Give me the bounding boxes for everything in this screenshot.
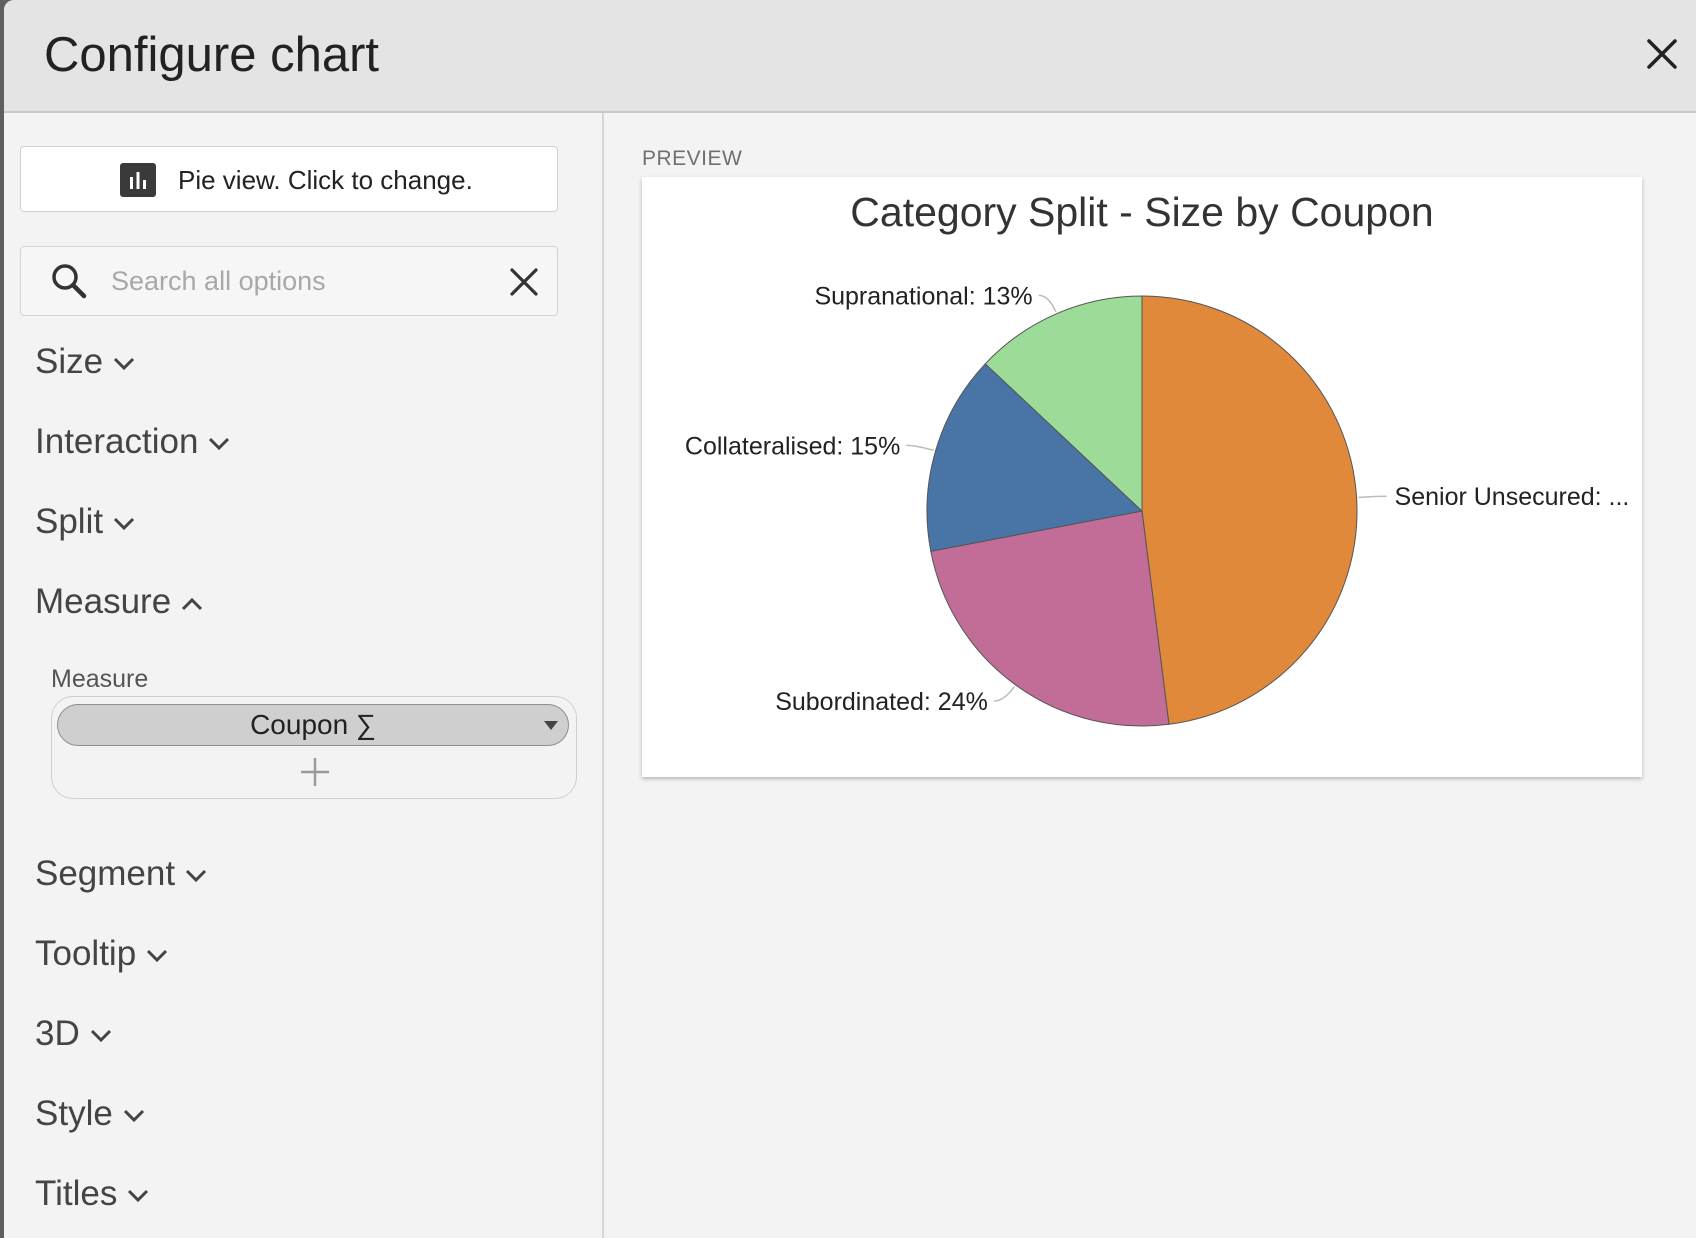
bar-chart-icon [120,163,156,197]
section-label: Titles [35,1174,118,1213]
section-label: Size [35,342,104,381]
chart-title: Category Split - Size by Coupon [850,189,1434,235]
section-titles[interactable]: Titles [35,1174,149,1214]
options-sidebar: Pie view. Click to change. Size Interact… [4,113,604,1238]
pie-slice[interactable] [930,510,1170,727]
chevron-down-icon [128,1189,149,1202]
chevron-down-icon [123,1109,144,1122]
pie-slice[interactable] [984,295,1143,513]
section-label: Interaction [35,422,199,461]
preview-label: PREVIEW [642,147,743,170]
section-style[interactable]: Style [35,1094,145,1134]
label-connector [1038,294,1057,313]
caret-down-icon[interactable] [544,721,558,730]
search-box [20,246,558,316]
section-3d[interactable]: 3D [35,1014,112,1054]
slice-data-label: Subordinated: 24% [775,688,988,716]
section-label: 3D [35,1014,80,1053]
label-connector [993,686,1016,702]
chart-preview: Senior Unsecured: ... Subordinated: 24% Co… [642,177,1642,777]
section-split[interactable]: Split [35,502,135,542]
preview-panel: PREVIEW Senior Unsecured: ... Subordinate… [604,113,1696,1238]
section-label: Measure [35,582,172,621]
chevron-down-icon [90,1029,111,1042]
measure-pill-label: Coupon ∑ [250,709,376,740]
section-label: Split [35,502,104,541]
measure-pill-coupon[interactable]: Coupon ∑ [57,704,569,746]
section-segment[interactable]: Segment [35,854,207,894]
chevron-down-icon [114,517,135,530]
measure-drop-well[interactable]: Coupon ∑ [51,696,577,799]
slice-data-label: Supranational: 13% [814,282,1032,310]
section-interaction[interactable]: Interaction [35,422,230,462]
chevron-down-icon [186,869,207,882]
section-label: Segment [35,854,176,893]
search-input[interactable] [111,261,491,301]
slice-data-label: Collateralised: 15% [685,432,900,460]
pie-chart: Senior Unsecured: ... Subordinated: 24% Co… [685,282,1630,727]
chevron-down-icon [147,949,168,962]
label-connector [1358,495,1387,499]
measure-field-label: Measure [51,665,149,693]
add-measure-icon[interactable] [298,755,332,789]
section-size[interactable]: Size [35,342,135,382]
pie-slice[interactable] [1141,295,1358,725]
chevron-up-icon [182,597,203,610]
configure-chart-dialog: Configure chart Pie view. Click to chang… [4,0,1696,1238]
chevron-down-icon [209,437,230,450]
clear-search-icon[interactable] [509,267,539,297]
chevron-down-icon [114,357,135,370]
chart-type-label: Pie view. Click to change. [178,165,473,195]
close-button[interactable] [1644,36,1680,72]
search-icon [52,264,87,299]
slice-data-label: Senior Unsecured: ... [1395,483,1630,511]
chart-type-button[interactable]: Pie view. Click to change. [20,146,558,212]
label-connector [906,444,934,452]
close-icon [1647,39,1677,69]
dialog-title: Configure chart [44,28,380,82]
section-label: Tooltip [35,934,137,973]
section-measure[interactable]: Measure [35,582,203,622]
section-tooltip[interactable]: Tooltip [35,934,168,974]
section-label: Style [35,1094,113,1133]
pie-slice[interactable] [926,363,1144,552]
dialog-header: Configure chart [4,0,1696,113]
